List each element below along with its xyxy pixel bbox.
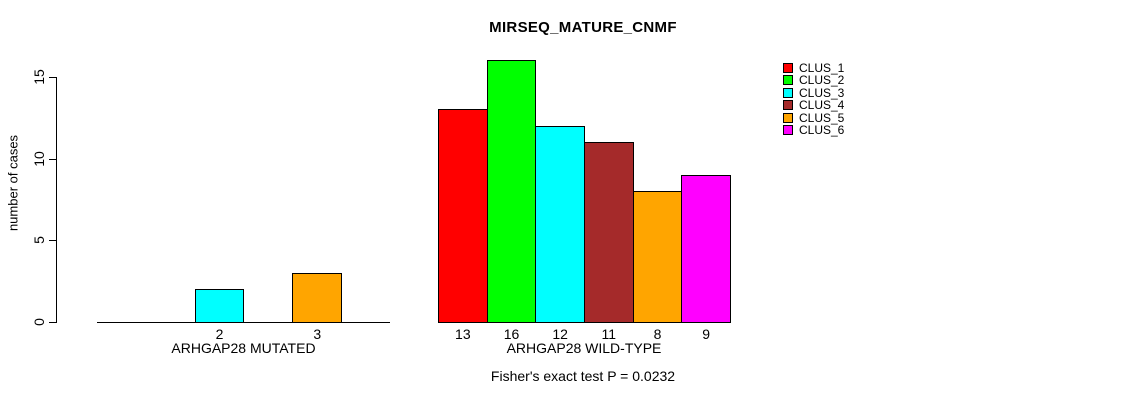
bar-value-label: 9	[702, 326, 711, 342]
bar-clus_5	[292, 272, 343, 323]
y-axis-label: number of cases	[5, 134, 21, 232]
chart-title: MIRSEQ_MATURE_CNMF	[489, 19, 677, 36]
bar-clus_5	[632, 191, 683, 323]
legend-label-clus_5: CLUS_5	[799, 110, 845, 125]
y-axis-tick	[49, 322, 56, 323]
y-tick-label: 10	[31, 150, 47, 167]
bar-value-label: 16	[503, 326, 520, 342]
legend-swatch-clus_6	[783, 124, 793, 135]
bar-value-label: 11	[601, 326, 617, 342]
bar-value-label: 3	[313, 326, 322, 342]
bar-clus_2	[486, 60, 537, 323]
y-tick-label: 5	[31, 236, 47, 245]
legend-swatch-clus_5	[783, 112, 793, 123]
bar-value-label: 8	[653, 326, 662, 342]
y-axis-line	[56, 76, 57, 323]
legend-swatch-clus_4	[783, 100, 793, 111]
legend-label-clus_4: CLUS_4	[799, 98, 845, 113]
bar-clus_6	[681, 174, 731, 323]
y-axis-tick	[49, 240, 56, 242]
y-tick-label: 0	[31, 318, 47, 326]
bar-value-label: 2	[215, 326, 224, 342]
legend-swatch-clus_1	[783, 62, 793, 73]
legend-swatch-clus_2	[783, 75, 793, 86]
group-label-mutated: ARHGAP28 MUTATED	[171, 340, 316, 356]
y-axis-tick	[49, 158, 56, 160]
legend-label-clus_6: CLUS_6	[799, 122, 845, 137]
bar-value-label: 12	[552, 326, 568, 342]
y-axis-tick	[49, 76, 56, 78]
bar-value-label: 13	[455, 326, 471, 342]
legend-label-clus_3: CLUS_3	[799, 85, 845, 100]
group-label-wild-type: ARHGAP28 WILD-TYPE	[506, 340, 662, 356]
fisher-test-annotation: Fisher's exact test P = 0.0232	[490, 368, 676, 384]
bar-clus_4	[584, 142, 634, 323]
bar-clus_3	[194, 289, 245, 323]
legend-label-clus_2: CLUS_2	[799, 73, 845, 88]
bar-clus_1	[438, 109, 488, 323]
legend-swatch-clus_3	[783, 87, 793, 98]
legend-label-clus_1: CLUS_1	[799, 60, 845, 75]
bar-clus_3	[535, 125, 585, 323]
y-tick-label: 15	[31, 68, 47, 85]
